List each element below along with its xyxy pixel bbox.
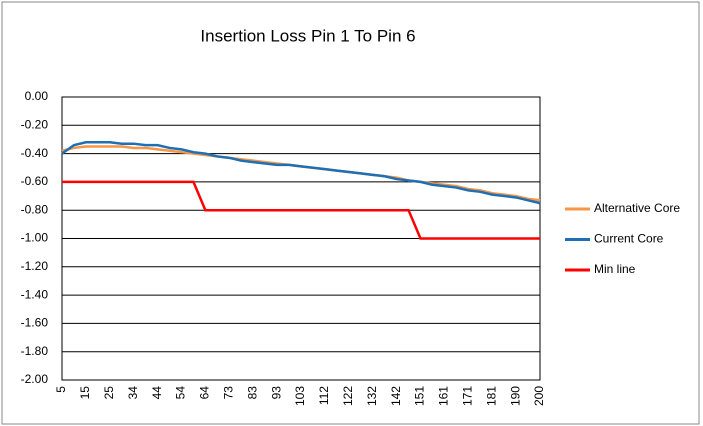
x-tick-label: 44 <box>150 386 164 400</box>
x-tick-label: 151 <box>413 386 427 406</box>
x-tick-label: 15 <box>78 386 92 400</box>
x-tick-label: 93 <box>269 386 283 400</box>
x-tick-label: 190 <box>508 386 522 406</box>
x-tick-label: 64 <box>198 386 212 400</box>
y-tick-label: 0.00 <box>25 89 49 103</box>
x-tick-label: 73 <box>221 386 235 400</box>
legend-label: Alternative Core <box>594 201 680 215</box>
y-tick-label: -1.40 <box>21 287 49 301</box>
series-line <box>61 141 541 205</box>
y-tick-label: -1.20 <box>21 259 49 273</box>
x-tick-label: 132 <box>365 386 379 406</box>
x-tick-label: 200 <box>532 386 546 406</box>
legend-label: Current Core <box>594 232 664 246</box>
legend-label: Min line <box>594 262 636 276</box>
x-tick-label: 122 <box>341 386 355 406</box>
series-line <box>62 180 540 240</box>
x-tick-label: 171 <box>460 386 474 406</box>
y-tick-label: -0.40 <box>21 146 49 160</box>
x-tick-label: 83 <box>245 386 259 400</box>
y-tick-label: -0.20 <box>21 117 49 131</box>
x-tick-label: 103 <box>293 386 307 406</box>
y-tick-label: -2.00 <box>21 372 49 386</box>
y-tick-label: -1.00 <box>21 231 49 245</box>
y-tick-label: -1.60 <box>21 316 49 330</box>
x-tick-label: 54 <box>174 386 188 400</box>
x-tick-label: 5 <box>54 386 68 393</box>
x-tick-label: 25 <box>102 386 116 400</box>
y-tick-label: -1.80 <box>21 344 49 358</box>
y-tick-label: -0.60 <box>21 174 49 188</box>
x-tick-label: 34 <box>126 386 140 400</box>
chart-title: Insertion Loss Pin 1 To Pin 6 <box>200 26 415 45</box>
x-tick-label: 112 <box>317 386 331 405</box>
y-tick-label: -0.80 <box>21 202 49 216</box>
x-tick-label: 181 <box>484 386 498 406</box>
x-tick-label: 161 <box>437 386 451 406</box>
x-tick-label: 142 <box>389 386 403 406</box>
